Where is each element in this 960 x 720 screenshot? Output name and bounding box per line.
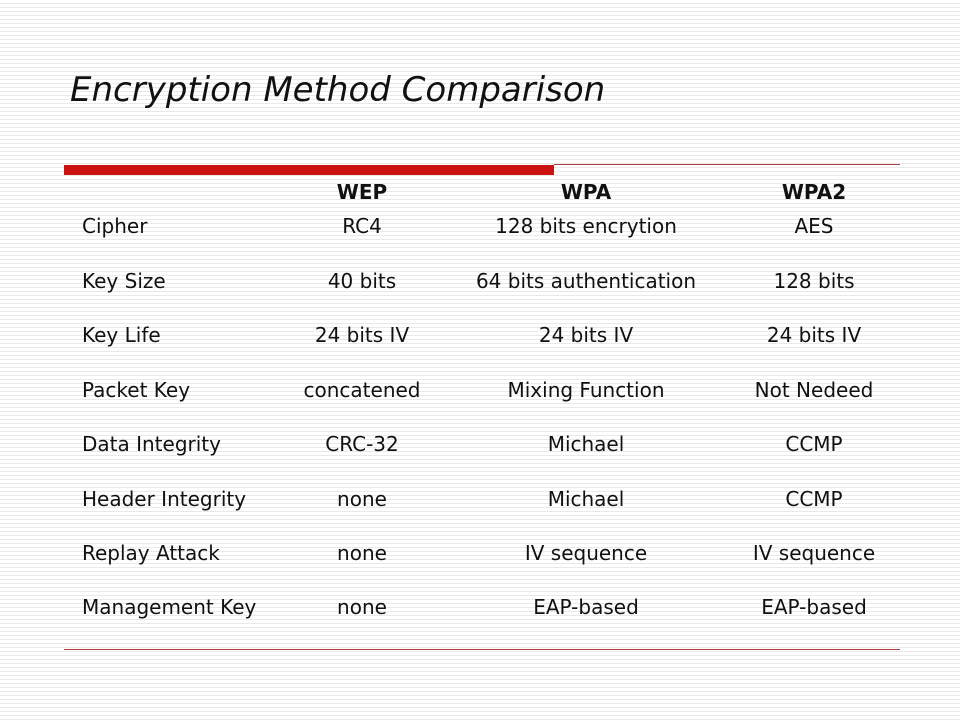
- cell-wpa2: 24 bits IV: [766, 323, 862, 347]
- cell-wep: 40 bits: [327, 269, 397, 293]
- column-header-wep: WEP: [336, 180, 388, 204]
- cell-wpa: 24 bits IV: [538, 323, 634, 347]
- cell-wep: none: [337, 541, 387, 565]
- row-label: Key Size: [82, 269, 166, 293]
- cell-wpa2: CCMP: [785, 432, 843, 456]
- table-row-key-size: Key Size 40 bits 64 bits authentication …: [0, 267, 960, 295]
- row-label: Cipher: [82, 214, 148, 238]
- column-header-wpa: WPA: [560, 180, 612, 204]
- row-label: Replay Attack: [82, 541, 220, 565]
- slide-title: Encryption Method Comparison: [70, 70, 606, 110]
- cell-wep: none: [337, 595, 387, 619]
- cell-wpa: Michael: [547, 487, 625, 511]
- table-row-cipher: Cipher RC4 128 bits encrytion AES: [0, 212, 960, 240]
- cell-wpa2: 128 bits: [773, 269, 855, 293]
- row-label: Management Key: [82, 595, 257, 619]
- table-row-replay-attack: Replay Attack none IV sequence IV sequen…: [0, 539, 960, 567]
- cell-wpa: IV sequence: [524, 541, 648, 565]
- table-row-management-key: Management Key none EAP-based EAP-based: [0, 593, 960, 621]
- cell-wep: concatened: [303, 378, 421, 402]
- cell-wep: 24 bits IV: [314, 323, 410, 347]
- cell-wpa2: EAP-based: [761, 595, 867, 619]
- table-header-row: WEP WPA WPA2: [0, 178, 960, 206]
- cell-wpa2: CCMP: [785, 487, 843, 511]
- cell-wep: none: [337, 487, 387, 511]
- cell-wpa: EAP-based: [533, 595, 639, 619]
- cell-wpa: Mixing Function: [507, 378, 665, 402]
- top-divider: [554, 164, 900, 165]
- cell-wpa: 128 bits encrytion: [495, 214, 677, 238]
- column-header-wpa2: WPA2: [781, 180, 847, 204]
- row-label: Data Integrity: [82, 432, 221, 456]
- cell-wpa: 64 bits authentication: [475, 269, 697, 293]
- table-row-data-integrity: Data Integrity CRC-32 Michael CCMP: [0, 430, 960, 458]
- bottom-divider: [64, 649, 900, 650]
- table-row-packet-key: Packet Key concatened Mixing Function No…: [0, 376, 960, 404]
- cell-wpa: Michael: [547, 432, 625, 456]
- cell-wpa2: Not Nedeed: [754, 378, 874, 402]
- table-row-header-integrity: Header Integrity none Michael CCMP: [0, 485, 960, 513]
- row-label: Header Integrity: [82, 487, 247, 511]
- cell-wep: CRC-32: [325, 432, 399, 456]
- table-row-key-life: Key Life 24 bits IV 24 bits IV 24 bits I…: [0, 321, 960, 349]
- row-label: Key Life: [82, 323, 161, 347]
- cell-wep: RC4: [342, 214, 382, 238]
- cell-wpa2: IV sequence: [752, 541, 876, 565]
- title-accent-bar: [64, 165, 554, 175]
- row-label: Packet Key: [82, 378, 191, 402]
- cell-wpa2: AES: [794, 214, 834, 238]
